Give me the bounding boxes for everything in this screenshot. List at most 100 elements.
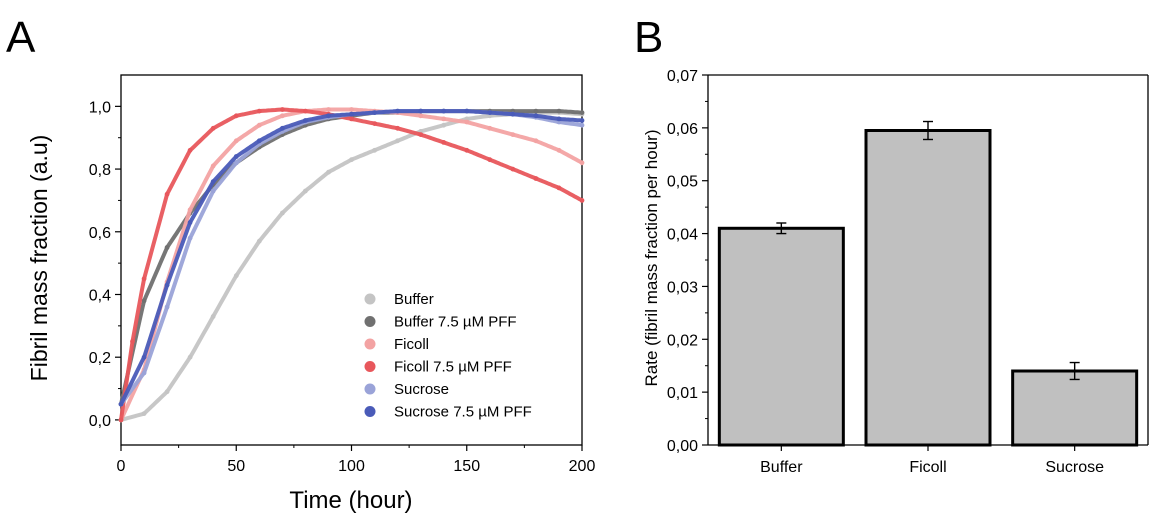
panel-b-xtick-label: Ficoll <box>909 459 946 476</box>
series-point <box>579 118 585 123</box>
panel-a-series <box>118 107 585 423</box>
series-point <box>256 238 262 244</box>
series-point <box>233 160 239 166</box>
series-point <box>464 108 470 114</box>
series-point <box>256 108 262 114</box>
series-point <box>510 132 516 138</box>
series-point <box>187 220 193 225</box>
series-point <box>349 111 354 117</box>
series-point <box>579 198 585 203</box>
series-point <box>487 125 493 131</box>
series-point <box>441 140 447 145</box>
legend-marker <box>364 361 376 372</box>
series-point <box>164 282 170 288</box>
series-point <box>210 163 216 169</box>
panel-a-xtick-label: 100 <box>338 458 365 475</box>
panel-b-ytick-label: 0,04 <box>667 227 698 244</box>
series-point <box>487 110 493 115</box>
panel-b-ytick-label: 0,00 <box>667 438 698 455</box>
series-point <box>441 116 447 122</box>
legend-marker <box>364 293 376 305</box>
panel-a-letter: A <box>6 13 36 62</box>
series-point <box>556 116 562 122</box>
series-point <box>579 122 585 128</box>
series-point <box>349 107 354 112</box>
panel-a-ytick-label: 0,0 <box>89 413 111 430</box>
series-point <box>418 132 424 138</box>
series-point <box>326 113 331 119</box>
series-point <box>141 411 147 416</box>
series-point <box>533 176 539 181</box>
series-point <box>233 113 239 119</box>
series-point <box>233 138 239 144</box>
panel-a-x-ticks: 0 50 100 150 200 <box>117 445 596 475</box>
series-point <box>164 389 170 395</box>
series-point <box>187 354 193 360</box>
series-point <box>256 122 262 128</box>
panel-a-xtick-label: 0 <box>117 458 126 475</box>
bar-buffer <box>717 226 845 447</box>
series-point <box>556 108 562 114</box>
series-point <box>510 111 516 117</box>
series-point <box>464 147 470 153</box>
series-point <box>210 125 216 131</box>
panel-a: A 0,0 0,2 0,4 0,6 0,8 1,0 0 50 100 150 200 Fibril… <box>6 13 595 514</box>
panel-a-xtick-label: 150 <box>453 458 480 475</box>
series-point <box>141 354 147 360</box>
legend-label: Sucrose <box>394 381 449 398</box>
panel-b-bars <box>717 120 1139 447</box>
series-point <box>464 119 470 125</box>
series-point <box>510 166 516 172</box>
series-point <box>210 314 216 319</box>
panel-b-xtick-label: Buffer <box>760 459 803 476</box>
panel-a-y-ticks: 0,0 0,2 0,4 0,6 0,8 1,0 <box>89 99 121 430</box>
legend-label: Buffer <box>394 291 434 308</box>
series-point <box>303 118 308 123</box>
series-point <box>130 339 135 344</box>
panel-a-ytick-label: 0,6 <box>89 225 111 242</box>
panel-a-xtick-label: 50 <box>227 458 245 475</box>
series-point <box>256 138 262 144</box>
series-point <box>395 108 400 114</box>
series-point <box>556 185 562 191</box>
series-point <box>164 245 170 250</box>
bar-sucrose <box>1011 369 1139 447</box>
series-point <box>141 298 147 304</box>
series-point <box>395 125 400 131</box>
series-point <box>164 304 170 310</box>
panel-a-ylabel: Fibril mass fraction (a.u) <box>26 135 52 382</box>
legend-label: Ficoll 7.5 µM PFF <box>394 359 512 376</box>
series-point <box>187 207 193 213</box>
series-point <box>118 417 124 423</box>
panel-b-ytick-label: 0,07 <box>667 68 698 85</box>
panel-a-ytick-label: 0,2 <box>89 350 111 367</box>
series-point <box>187 235 193 241</box>
series-point <box>233 273 239 279</box>
panel-a-ytick-label: 0,8 <box>89 162 111 179</box>
panel-a-xtick-label: 200 <box>569 458 596 475</box>
series-point <box>280 113 285 119</box>
panel-b-y-ticks: 0,00 0,01 0,02 0,03 0,04 0,05 0,06 0,07 <box>667 68 708 455</box>
legend-label: Buffer 7.5 µM PFF <box>394 314 517 331</box>
series-point <box>187 147 193 153</box>
series-point <box>164 191 170 197</box>
panel-a-ytick-label: 1,0 <box>89 99 111 116</box>
series-point <box>141 370 147 376</box>
series-point <box>395 138 400 144</box>
panel-a-legend: Buffer Buffer 7.5 µM PFF Ficoll Ficoll 7.5 … <box>364 291 532 421</box>
series-point <box>579 160 585 166</box>
series-point <box>349 116 354 122</box>
series-point <box>349 157 354 163</box>
series-line-2 <box>119 107 584 422</box>
legend-label: Sucrose 7.5 µM PFF <box>394 404 532 421</box>
series-point <box>372 110 377 115</box>
series-point <box>372 121 377 126</box>
panel-a-frame <box>120 74 583 446</box>
series-point <box>441 122 447 128</box>
series-point <box>372 147 377 153</box>
series-point <box>280 125 285 131</box>
legend-marker <box>364 338 376 350</box>
panel-b-ytick-label: 0,03 <box>667 279 698 296</box>
panel-b-ytick-label: 0,05 <box>667 174 698 191</box>
